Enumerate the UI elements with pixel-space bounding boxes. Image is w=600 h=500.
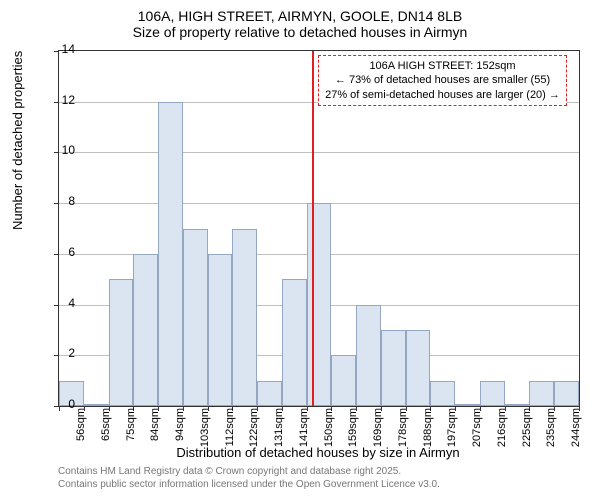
annotation-box: 106A HIGH STREET: 152sqm← 73% of detache… [318, 55, 567, 106]
reference-line [312, 51, 314, 406]
x-tick-label: 188sqm [422, 408, 434, 448]
histogram-bar [282, 279, 307, 406]
histogram-bar [381, 330, 406, 406]
annotation-line-1: 106A HIGH STREET: 152sqm [325, 59, 560, 73]
footer-line-1: Contains HM Land Registry data © Crown c… [58, 465, 440, 478]
histogram-bar [505, 404, 530, 406]
title-line-1: 106A, HIGH STREET, AIRMYN, GOOLE, DN14 8… [0, 8, 600, 24]
x-tick-label: 178sqm [397, 408, 409, 448]
x-tick-label: 122sqm [248, 408, 260, 448]
histogram-bar [133, 254, 158, 406]
y-tick-label: 8 [45, 194, 75, 208]
chart-container: 106A, HIGH STREET, AIRMYN, GOOLE, DN14 8… [0, 0, 600, 500]
histogram-bar [208, 254, 233, 406]
y-tick-label: 4 [45, 296, 75, 310]
histogram-bar [331, 355, 356, 406]
y-tick-label: 14 [45, 42, 75, 56]
y-axis-label: Number of detached properties [10, 51, 25, 230]
y-tick-label: 6 [45, 245, 75, 259]
histogram-bar [232, 229, 257, 407]
x-tick-label: 65sqm [100, 408, 112, 448]
x-tick-label: 150sqm [323, 408, 335, 448]
x-tick-label: 84sqm [149, 408, 161, 448]
chart-title: 106A, HIGH STREET, AIRMYN, GOOLE, DN14 8… [0, 0, 600, 40]
x-tick-label: 235sqm [545, 408, 557, 448]
x-tick-label: 159sqm [347, 408, 359, 448]
histogram-bar [257, 381, 282, 406]
histogram-bar [554, 381, 579, 406]
x-tick-label: 131sqm [273, 408, 285, 448]
y-tick-label: 0 [45, 397, 75, 411]
plot-area: 106A HIGH STREET: 152sqm← 73% of detache… [58, 50, 580, 407]
grid-line [59, 152, 579, 153]
histogram-bar [356, 305, 381, 406]
footer-line-2: Contains public sector information licen… [58, 478, 440, 491]
histogram-bar [430, 381, 455, 406]
x-tick-label: 169sqm [372, 408, 384, 448]
histogram-bar [84, 404, 109, 406]
histogram-bar [158, 102, 183, 406]
x-tick-label: 141sqm [298, 408, 310, 448]
histogram-bar [406, 330, 431, 406]
x-tick-label: 225sqm [521, 408, 533, 448]
x-axis-label: Distribution of detached houses by size … [58, 445, 578, 460]
y-tick-label: 12 [45, 93, 75, 107]
x-tick-label: 207sqm [471, 408, 483, 448]
footer-attribution: Contains HM Land Registry data © Crown c… [58, 465, 440, 491]
histogram-bar [480, 381, 505, 406]
y-tick-label: 2 [45, 346, 75, 360]
histogram-bar [109, 279, 134, 406]
x-tick-label: 112sqm [224, 408, 236, 448]
x-tick-label: 197sqm [446, 408, 458, 448]
annotation-line-3: 27% of semi-detached houses are larger (… [325, 88, 560, 102]
x-tick-label: 103sqm [199, 408, 211, 448]
x-tick-label: 94sqm [174, 408, 186, 448]
y-tick-label: 10 [45, 143, 75, 157]
annotation-line-2: ← 73% of detached houses are smaller (55… [325, 73, 560, 87]
x-tick-label: 56sqm [75, 408, 87, 448]
x-tick-label: 244sqm [570, 408, 582, 448]
histogram-bar [529, 381, 554, 406]
title-line-2: Size of property relative to detached ho… [0, 24, 600, 40]
histogram-bar [307, 203, 332, 406]
x-tick-label: 75sqm [125, 408, 137, 448]
histogram-bar [455, 404, 480, 406]
histogram-bar [183, 229, 208, 407]
x-tick-label: 216sqm [496, 408, 508, 448]
